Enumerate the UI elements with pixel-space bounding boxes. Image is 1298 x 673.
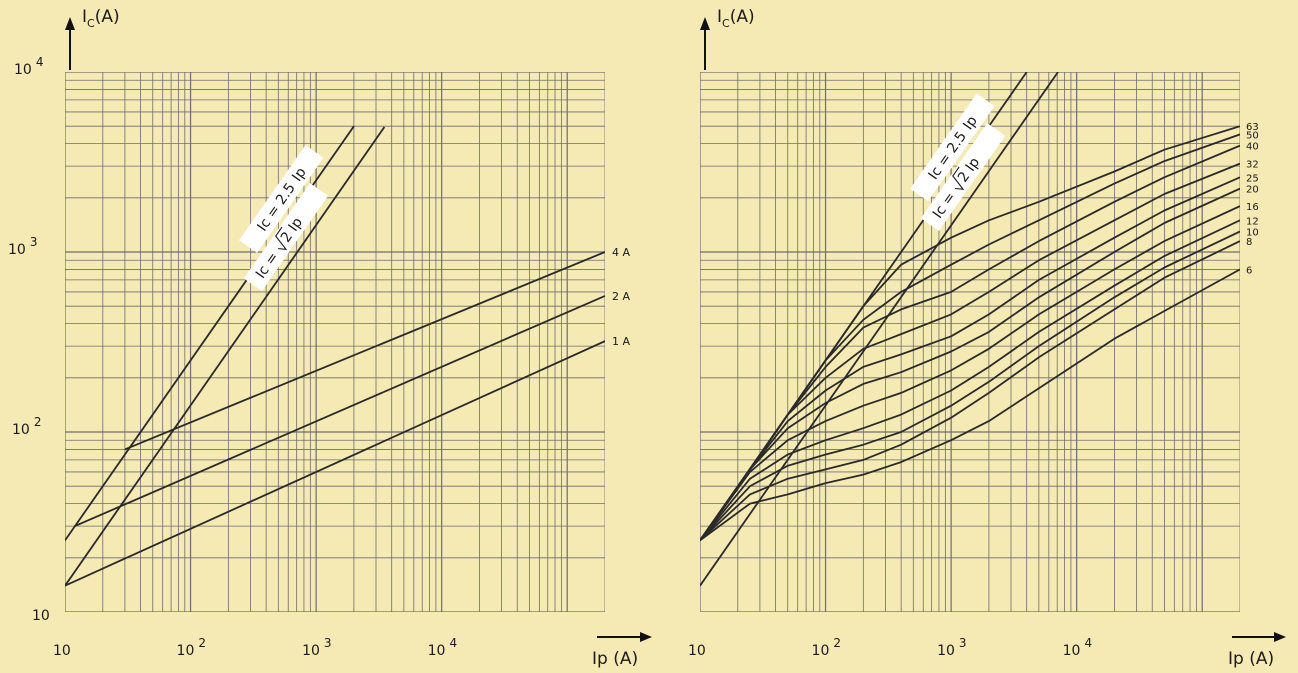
- series-label: 1 A: [612, 335, 630, 348]
- arrow-head-right-icon: [640, 632, 652, 642]
- series-line: [700, 176, 1240, 541]
- series-label: 32: [1246, 160, 1259, 171]
- series-line: [700, 187, 1240, 541]
- reference-line-2: [700, 72, 1059, 587]
- series-line: [65, 340, 605, 587]
- x-tick-label: 10 2: [812, 636, 841, 659]
- x-tick-label: 10 3: [302, 636, 331, 659]
- series-line: [74, 295, 605, 527]
- x-tick-label: 10 4: [428, 636, 457, 659]
- x-tick-label: 10 2: [177, 636, 206, 659]
- y-tick-label: 10 4: [14, 55, 43, 78]
- arrow-head-right-icon: [1274, 632, 1286, 642]
- series-label: 20: [1246, 185, 1259, 196]
- series-label: 50: [1246, 130, 1259, 141]
- sqrt-icon: [952, 166, 965, 190]
- label-background: [239, 145, 324, 253]
- reference-line-label: Ic =2 Ip: [920, 123, 1006, 231]
- y-tick-label: 10: [32, 608, 50, 624]
- series-line: [700, 240, 1240, 542]
- arrow-head-up-icon: [65, 17, 75, 30]
- series-line: [700, 268, 1240, 542]
- series-line: [700, 133, 1240, 541]
- series-line: [700, 219, 1240, 541]
- series-label: 12: [1246, 216, 1259, 227]
- sqrt-icon: [275, 226, 288, 250]
- arrow-head-up-icon: [700, 17, 710, 30]
- x-axis-title: Ip (A): [592, 649, 638, 669]
- series-line: [700, 205, 1240, 541]
- y-tick-label: 10 3: [8, 235, 37, 258]
- series-label: 40: [1246, 142, 1259, 153]
- label-background: [910, 93, 995, 202]
- y-axis-title: IC(A): [717, 7, 755, 30]
- series-label: 63: [1246, 122, 1259, 133]
- series-label: 8: [1246, 237, 1252, 248]
- x-axis-title: Ip (A): [1228, 649, 1274, 669]
- y-axis-title: IC(A): [82, 7, 120, 30]
- series-label: 4 A: [612, 246, 630, 259]
- series-label: 2 A: [612, 290, 630, 303]
- x-tick-label: 10: [53, 643, 71, 659]
- y-tick-label: 10 2: [12, 415, 41, 438]
- reference-line-label: Ic =2 Ip: [243, 183, 329, 292]
- x-tick-label: 10: [688, 643, 706, 659]
- label-background: [243, 183, 329, 292]
- series-label: 16: [1246, 202, 1259, 213]
- series-line: [700, 125, 1240, 541]
- label-background: [920, 123, 1006, 231]
- x-tick-label: 10 4: [1063, 636, 1092, 659]
- series-label: 6: [1246, 265, 1252, 276]
- x-tick-label: 10 3: [937, 636, 966, 659]
- reference-line-2: [65, 126, 386, 587]
- series-line: [124, 251, 605, 451]
- grid: [700, 72, 1240, 612]
- series-label: 25: [1246, 173, 1259, 184]
- grid: [65, 72, 605, 612]
- series-line: [700, 162, 1240, 541]
- series-line: [700, 230, 1240, 542]
- series-label: 10: [1246, 227, 1259, 238]
